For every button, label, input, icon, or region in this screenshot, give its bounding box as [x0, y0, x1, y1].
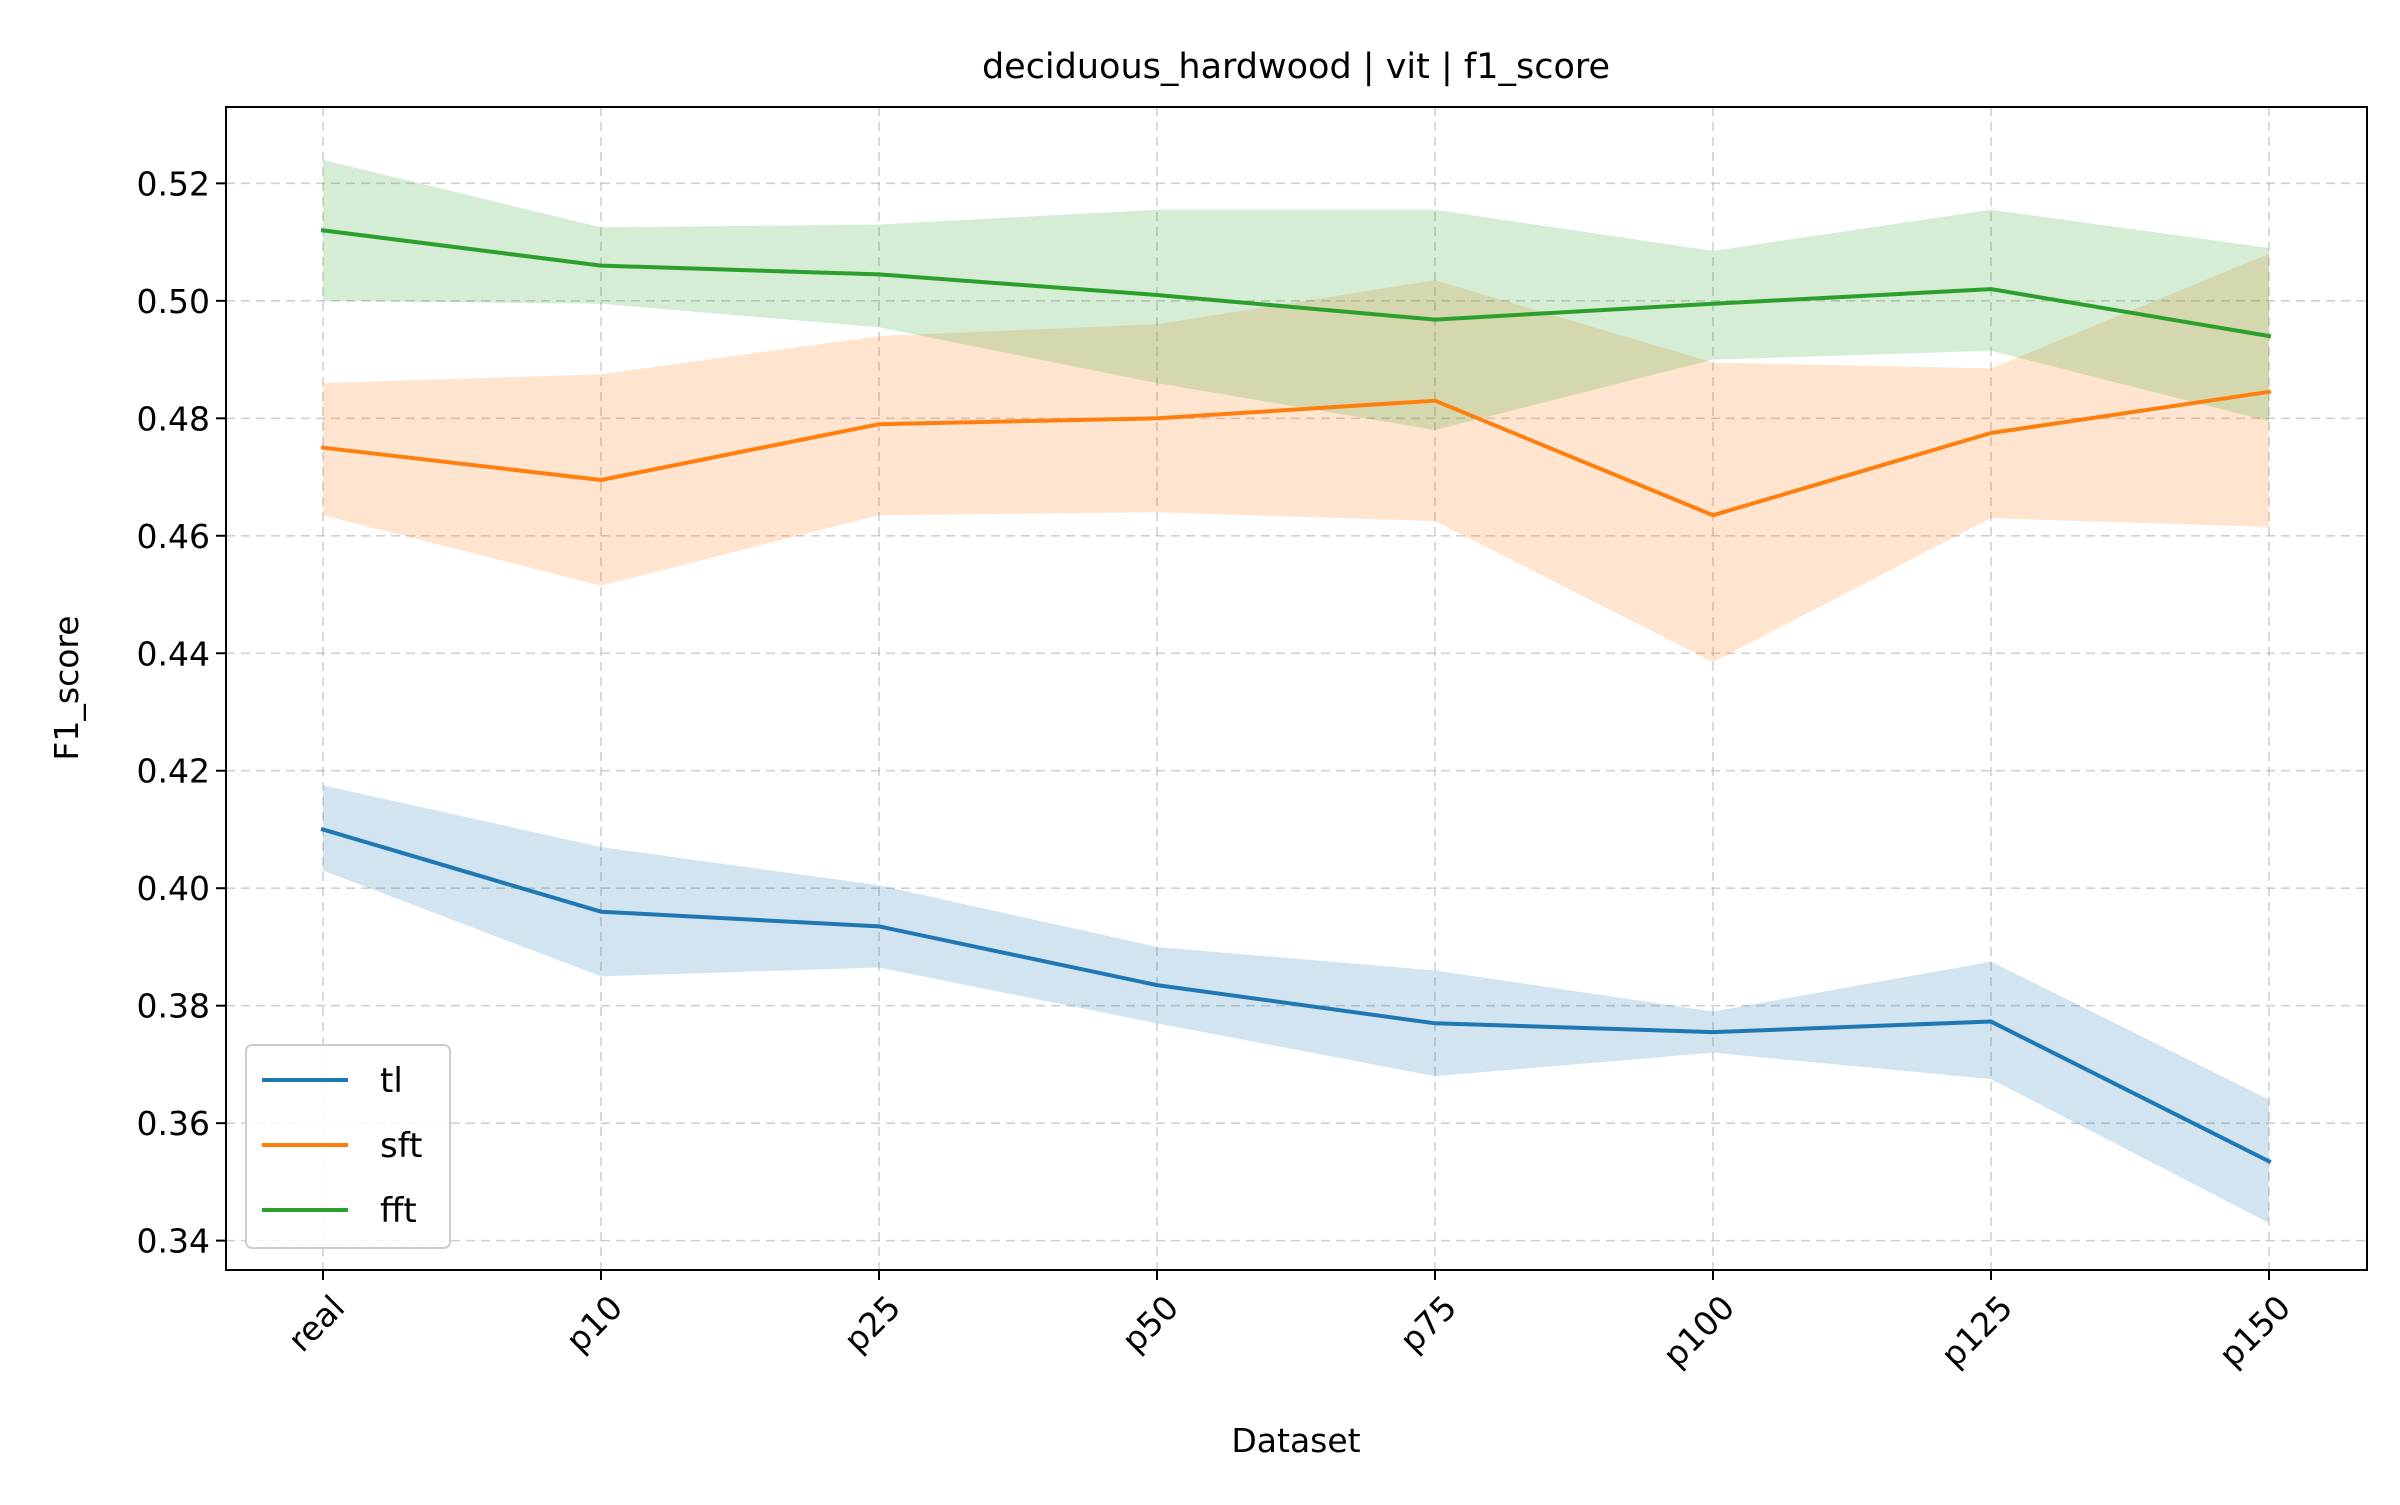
legend-label-fft: fft: [380, 1191, 417, 1231]
y-tick-label-0.40: 0.40: [137, 869, 210, 908]
series-line-sft: [320, 389, 2272, 518]
series-line-tl: [320, 826, 2272, 1165]
series-line-fft: [320, 228, 2272, 339]
y-tick-label-0.46: 0.46: [137, 517, 210, 556]
legend: tl sft fft: [245, 1044, 451, 1249]
y-tick-label-0.42: 0.42: [137, 752, 210, 791]
y-tick-label-0.48: 0.48: [137, 399, 210, 438]
legend-label-sft: sft: [380, 1126, 422, 1166]
y-tick-label-0.44: 0.44: [137, 634, 210, 673]
y-axis-label: F1_score: [47, 615, 86, 760]
y-tick-label-0.38: 0.38: [137, 987, 210, 1026]
chart-title: deciduous_hardwood | vit | f1_score: [982, 47, 1610, 87]
series-lines: [320, 228, 2272, 1165]
y-tick-label-0.36: 0.36: [137, 1104, 210, 1143]
band-sft: [323, 253, 2269, 663]
y-tick-label-0.52: 0.52: [137, 164, 210, 203]
y-tick-label-0.34: 0.34: [137, 1222, 210, 1261]
x-axis-label: Dataset: [1231, 1421, 1360, 1460]
band-fft: [323, 159, 2269, 431]
legend-label-tl: tl: [380, 1061, 403, 1101]
y-tick-label-0.50: 0.50: [137, 282, 210, 321]
plot-area-frame: [225, 106, 2368, 1271]
y-axis-ticks: 0.34 0.36 0.38 0.40 0.42 0.44 0.46 0.48 0.50 0.52: [137, 164, 226, 1261]
